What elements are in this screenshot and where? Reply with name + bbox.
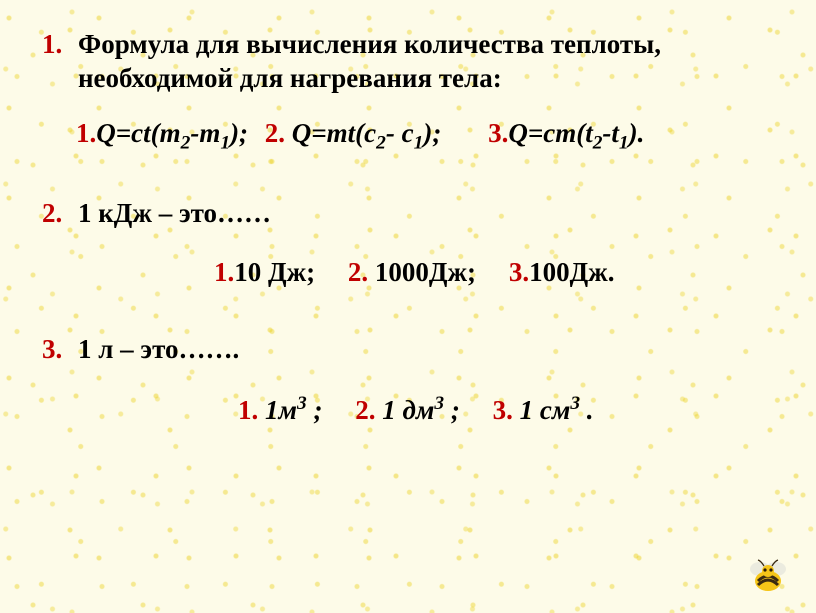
q3-opt1-num: 1.	[238, 395, 258, 425]
question-2-text: 1 кДж – это……	[78, 198, 271, 228]
question-2-options: 1.10 Дж; 2. 1000Дж; 3.100Дж.	[42, 257, 776, 288]
q3-opt3-text: 1 см3 .	[520, 395, 594, 425]
q3-opt2-text: 1 дм3 ;	[382, 395, 460, 425]
question-1: 1.Формула для вычисления количества тепл…	[42, 28, 776, 96]
question-1-number: 1.	[42, 28, 78, 62]
q2-opt1-num: 1.	[214, 257, 234, 287]
q1-opt3-text: Q=cm(t2-t1).	[508, 118, 644, 148]
q3-opt2-num: 2.	[355, 395, 375, 425]
question-1-text: Формула для вычисления количества теплот…	[78, 29, 661, 93]
q1-opt2-text: Q=mt(c2- c1);	[292, 118, 442, 148]
bee-icon	[742, 547, 798, 597]
q2-opt3-num: 3.	[509, 257, 529, 287]
question-1-options: 1.Q=ct(m2-m1); 2. Q=mt(c2- c1); 3.Q=cm(t…	[42, 118, 776, 154]
question-3-number: 3.	[42, 334, 78, 365]
q3-opt3-num: 3.	[493, 395, 513, 425]
q1-opt1-text: Q=ct(m2-m1);	[96, 118, 248, 148]
q1-opt3-num: 3.	[488, 118, 508, 148]
question-3: 3.1 л – это…….	[42, 334, 776, 365]
q3-opt1-text: 1м3 ;	[265, 395, 322, 425]
q2-opt1-text: 10 Дж;	[234, 257, 315, 287]
question-2: 2.1 кДж – это……	[42, 198, 776, 229]
question-3-text: 1 л – это…….	[78, 334, 239, 364]
q2-opt3-text: 100Дж.	[529, 257, 614, 287]
slide-content: 1.Формула для вычисления количества тепл…	[0, 0, 816, 613]
q2-opt2-num: 2.	[348, 257, 368, 287]
q2-opt2-text: 1000Дж;	[375, 257, 476, 287]
q1-opt2-num: 2.	[265, 118, 285, 148]
question-2-number: 2.	[42, 198, 78, 229]
question-3-options: 1. 1м3 ; 2. 1 дм3 ; 3. 1 см3 .	[42, 393, 776, 426]
q1-opt1-num: 1.	[76, 118, 96, 148]
